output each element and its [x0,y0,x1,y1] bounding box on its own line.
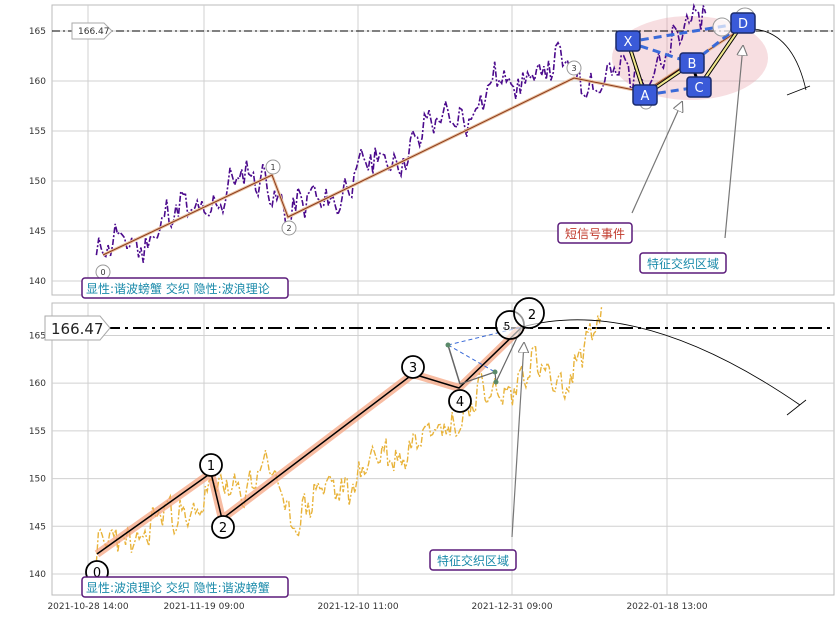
bottom-wave-line [96,326,523,555]
y-tick-label: 160 [29,379,46,389]
top-wave-marker-1: 1 [265,159,281,175]
top-zone-callout: 特征交织区域 [639,252,727,274]
bottom-wave-marker-2: 2 [211,515,235,539]
harmonic-label-a: A [641,89,650,104]
top-price-marker: 166.47 [71,22,113,40]
bottom-wave-label-2: 2 [219,521,227,536]
y-tick-label: 140 [29,570,46,580]
bottom-wave-label-3: 3 [409,361,417,376]
y-tick-label: 160 [29,77,46,87]
x-axis: 2021-10-28 14:00 2021-11-19 09:00 2021-12-… [47,602,707,612]
bottom-point-b [492,369,498,375]
harmonic-point-d: D [730,12,756,34]
top-price-series [95,2,707,263]
bottom-xb-line [447,344,496,373]
y-tick-label: 145 [29,227,46,237]
bottom-wave-label-0: 0 [93,566,101,581]
bottom-zone-arrow [511,343,524,538]
harmonic-point-a: A [632,84,658,106]
bottom-point-c [493,379,499,385]
top-wave-line [102,32,736,256]
y-tick-label: 155 [29,427,46,437]
top-wave-marker-3: 3 [566,60,582,76]
x-tick-label: 2021-10-28 14:00 [47,602,128,612]
harmonic-label-b: B [688,57,697,72]
y-tick-label: 165 [29,27,46,37]
bottom-projection-tick [786,399,807,416]
bottom-xa-leg [447,344,461,385]
bottom-wave-label-4: 4 [456,395,464,410]
top-price-marker-label: 166.47 [78,27,110,37]
bottom-wave-label-1: 1 [207,459,215,474]
top-wave-marker-0: 0 [95,264,111,280]
top-y-axis: 140 145 150 155 160 165 [29,27,46,287]
harmonic-point-b: B [679,52,705,74]
top-legend-text: 显性:谐波螃蟹 交织 隐性:波浪理论 [86,281,270,296]
y-tick-label: 150 [29,177,46,187]
x-tick-label: 2021-12-31 09:00 [471,602,552,612]
bottom-wave-marker-1: 1 [199,453,223,477]
bottom-projection-arc [521,319,801,406]
bottom-legend-text: 显性:波浪理论 交织 隐性:谐波螃蟹 [86,580,270,595]
bottom-wave-marker-4: 4 [448,389,472,413]
top-wave-label-0: 0 [100,268,105,277]
bottom-zone-label: 特征交织区域 [437,553,509,568]
top-zone-arrow [724,46,743,239]
harmonic-label-x: X [624,35,633,50]
y-tick-label: 150 [29,475,46,485]
bottom-legend-box: 显性:波浪理论 交织 隐性:谐波螃蟹 [81,576,289,598]
y-tick-label: 155 [29,127,46,137]
top-wave-label-3: 3 [571,64,576,73]
bottom-point-x [445,342,451,348]
short-signal-arrow [631,102,682,214]
y-tick-label: 165 [29,331,46,341]
bottom-price-marker-label: 166.47 [51,320,104,338]
bottom-wave-label-b: 2 [528,308,536,323]
bottom-price-series [95,305,603,563]
bottom-wave-marker-3: 3 [401,355,425,379]
short-signal-callout: 短信号事件 [557,222,633,244]
top-zone-label: 特征交织区域 [647,256,719,271]
bottom-wave-label-5: 5 [504,320,511,333]
bottom-ab-leg [459,371,496,385]
y-tick-label: 145 [29,522,46,532]
x-tick-label: 2021-12-10 11:00 [317,602,398,612]
top-wave-label-1: 1 [270,163,275,172]
x-tick-label: 2022-01-18 13:00 [626,602,707,612]
top-projection-tick [786,85,811,96]
bottom-grid [52,303,834,595]
bottom-y-axis: 140 145 150 155 160 165 [29,331,46,580]
harmonic-point-x: X [615,30,641,52]
harmonic-label-d: D [738,17,748,32]
bottom-plot-frame [51,302,835,596]
top-legend-box: 显性:谐波螃蟹 交织 隐性:波浪理论 [81,277,289,299]
harmonic-label-c: C [694,81,703,96]
top-panel: 140 145 150 155 160 165 166.47 [29,2,835,299]
bottom-harmonic-pattern [445,326,523,385]
short-signal-label: 短信号事件 [565,227,625,241]
x-tick-label: 2021-11-19 09:00 [163,602,244,612]
bottom-price-marker: 166.47 [44,315,111,341]
harmonic-point-c: C [686,76,712,98]
bottom-zone-callout: 特征交织区域 [429,549,517,571]
y-tick-label: 140 [29,277,46,287]
top-wave-marker-2: 2 [281,220,297,236]
bottom-wave-marker-b: 2 [513,297,545,329]
top-wave-label-2: 2 [286,224,291,233]
